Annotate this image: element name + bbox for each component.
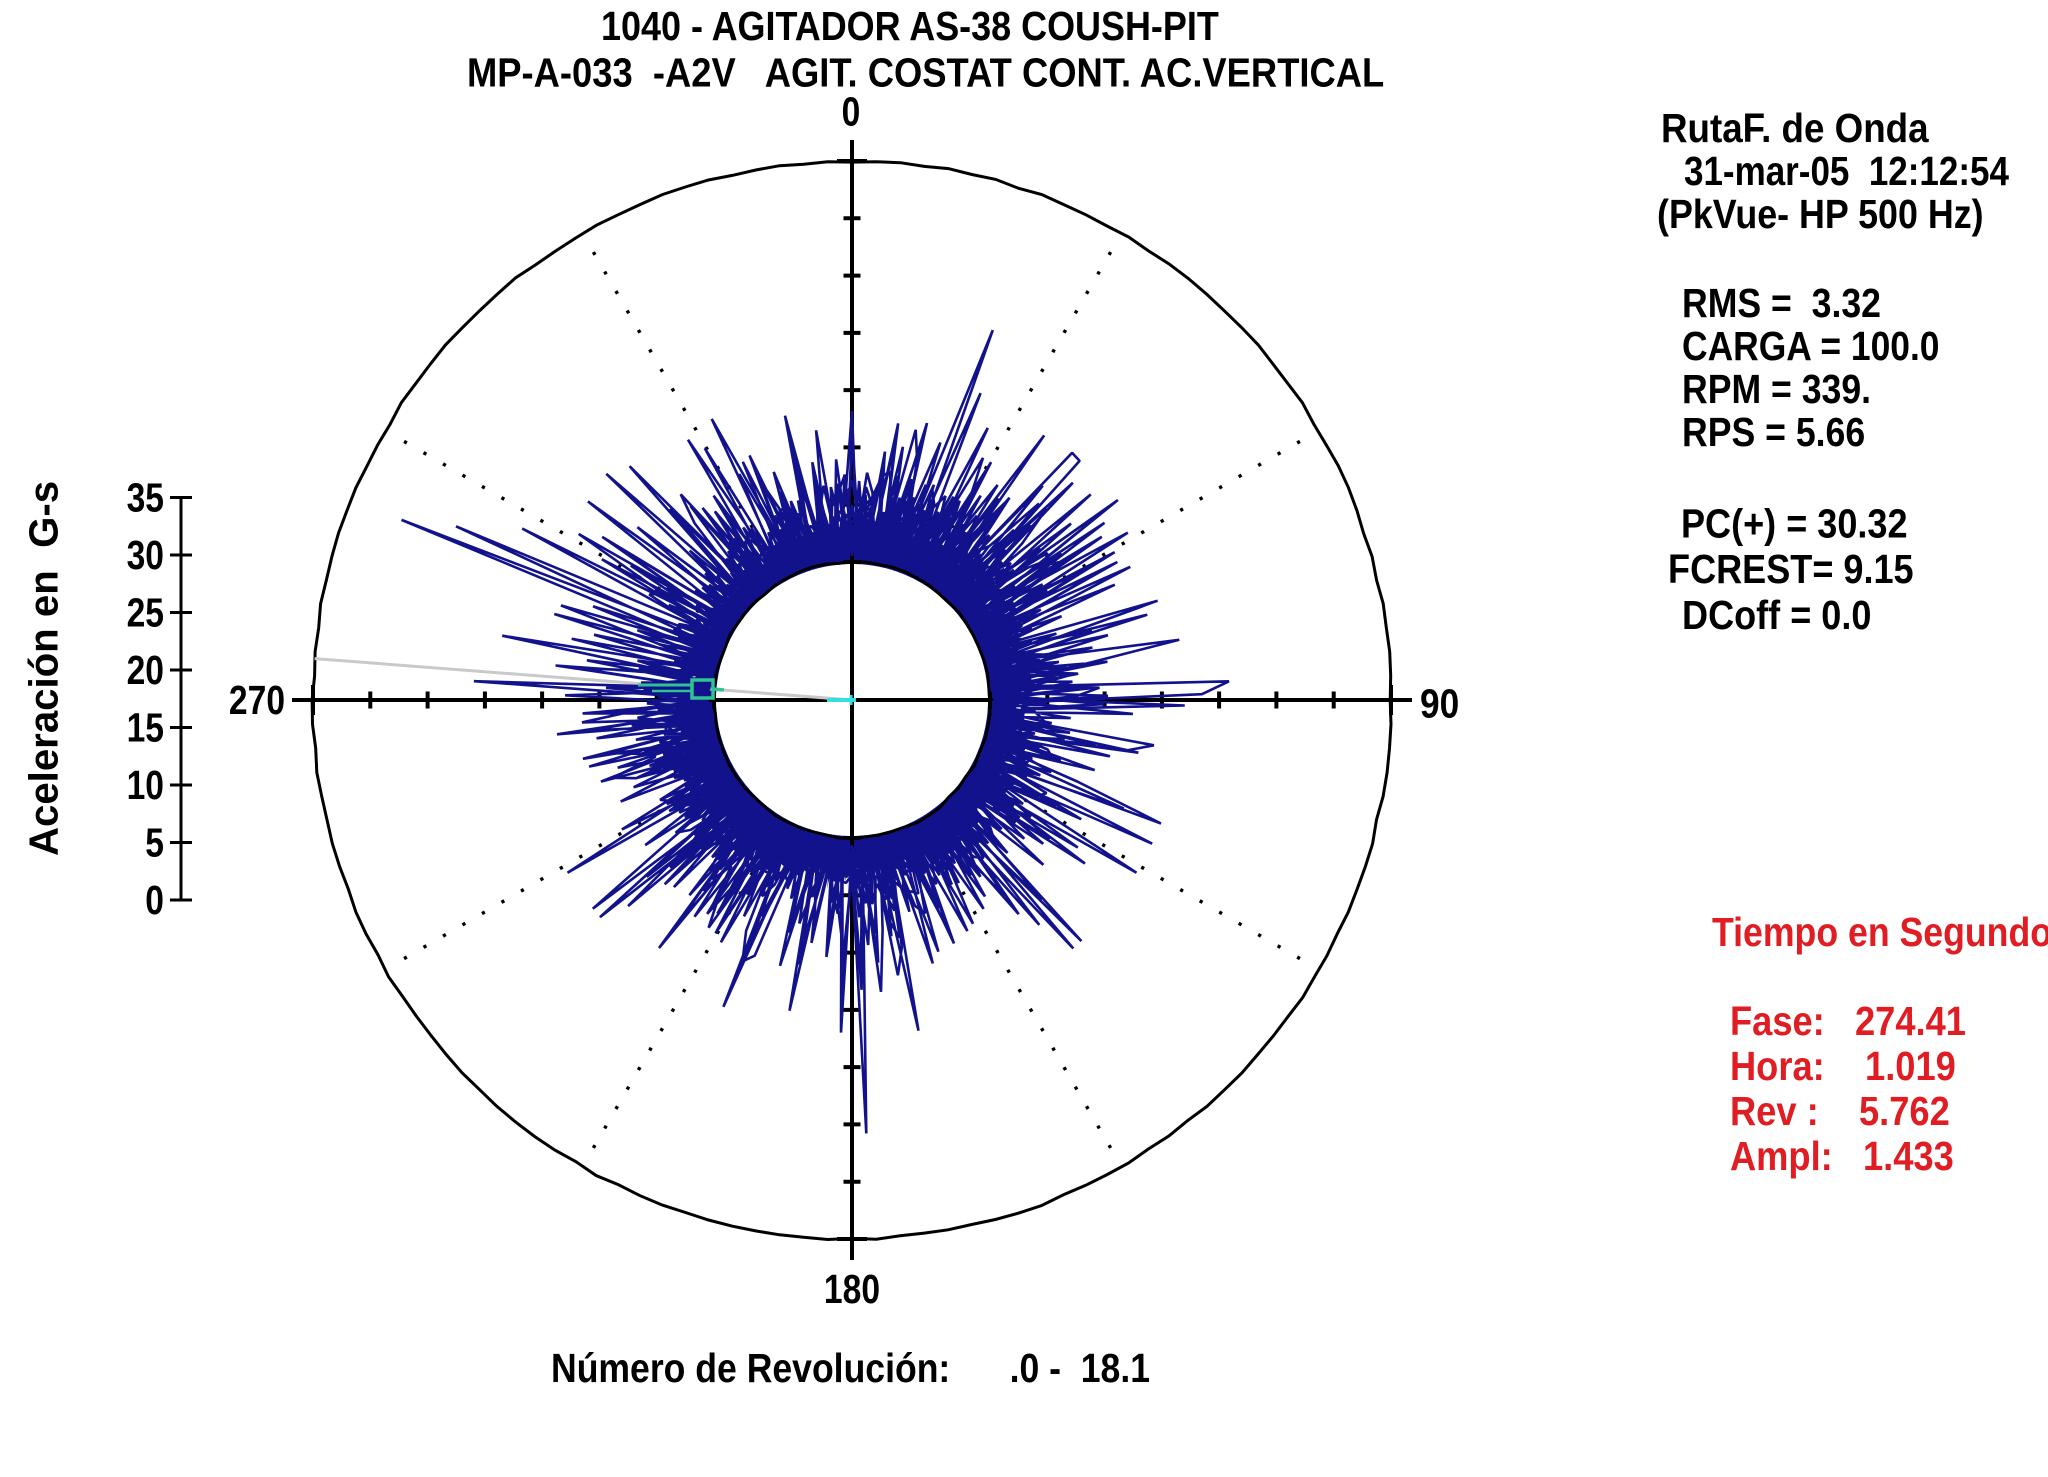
svg-text:(PkVue- HP 500 Hz): (PkVue- HP 500 Hz) (1657, 192, 1984, 238)
svg-text:180: 180 (824, 1266, 880, 1312)
svg-text:20: 20 (127, 647, 164, 693)
svg-text:0: 0 (145, 877, 164, 923)
svg-text:10: 10 (127, 762, 164, 808)
svg-text:15: 15 (127, 704, 164, 750)
svg-text:CARGA = 100.0: CARGA = 100.0 (1682, 324, 1939, 370)
svg-text:DCoff = 0.0: DCoff = 0.0 (1682, 593, 1871, 639)
svg-text:35: 35 (127, 474, 164, 520)
svg-text:Ampl: 1.433: Ampl: 1.433 (1730, 1134, 1954, 1180)
svg-text:5: 5 (145, 819, 164, 865)
svg-text:RutaF. de Onda: RutaF. de Onda (1661, 106, 1929, 151)
svg-text:FCREST= 9.15: FCREST= 9.15 (1668, 547, 1914, 593)
svg-text:Fase: 274.41: Fase: 274.41 (1730, 999, 1966, 1045)
svg-text:25: 25 (127, 589, 164, 635)
svg-text:90: 90 (1420, 681, 1459, 727)
svg-text:270: 270 (229, 677, 285, 723)
svg-text:1040 - AGITADOR AS-38 COUSH-PI: 1040 - AGITADOR AS-38 COUSH-PIT (601, 4, 1219, 50)
svg-text:0: 0 (842, 88, 861, 134)
svg-text:Número de Revolución: .0: Número de Revolución: .0 - 18.1 (551, 1346, 1150, 1392)
svg-text:PC(+) = 30.32: PC(+) = 30.32 (1681, 501, 1908, 547)
svg-text:RMS = 3.32: RMS = 3.32 (1682, 281, 1881, 327)
svg-text:31-mar-05 12:12:54: 31-mar-05 12:12:54 (1684, 148, 2009, 194)
svg-text:30: 30 (127, 532, 164, 578)
svg-text:RPM = 339.: RPM = 339. (1682, 367, 1871, 413)
svg-text:Hora: 1.019: Hora: 1.019 (1730, 1044, 1956, 1090)
svg-text:Rev : 5.762: Rev : 5.762 (1730, 1089, 1950, 1135)
svg-text:MP-A-033 -A2V AGIT. COSTAT: MP-A-033 -A2V AGIT. COSTAT CONT. AC.VERT… (467, 51, 1384, 96)
svg-text:Tiempo en Segundos: Tiempo en Segundos (1712, 910, 2048, 956)
svg-text:RPS = 5.66: RPS = 5.66 (1682, 410, 1865, 456)
svg-text:Aceleración en G-s: Aceleración en G-s (20, 481, 66, 856)
